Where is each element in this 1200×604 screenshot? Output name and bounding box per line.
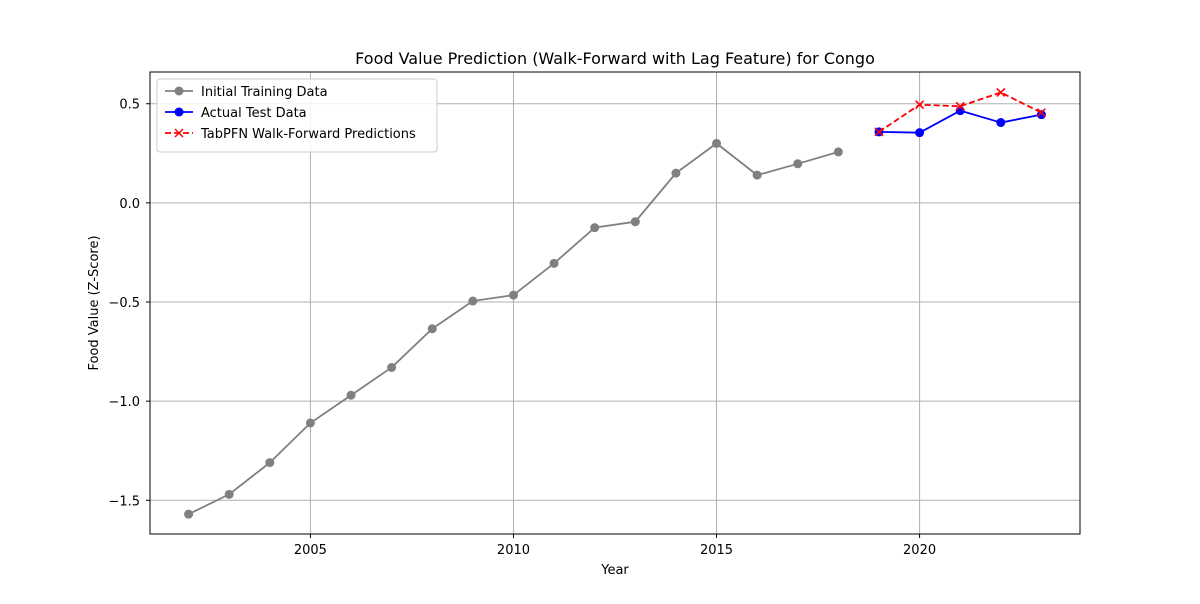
data-point [184, 509, 194, 519]
legend: Initial Training Data Actual Test Data Tab… [156, 78, 438, 153]
y-tick-label: −1.0 [108, 395, 140, 410]
data-point [224, 489, 234, 499]
x-tick-label: 2010 [497, 543, 530, 558]
x-tick-label: 2005 [294, 543, 327, 558]
axis-ticks: 2005 2010 2015 2020 −1.5 −1.0 −0.5 0.0 0.5 [108, 98, 936, 558]
legend-box [156, 78, 438, 153]
legend-marker [174, 107, 184, 117]
data-point [1036, 108, 1046, 118]
data-point [508, 290, 518, 300]
legend-marker [174, 86, 184, 96]
data-point [955, 106, 965, 116]
data-point [387, 362, 397, 372]
series-line [878, 91, 1042, 133]
data-point [996, 87, 1006, 97]
data-point [427, 324, 437, 334]
data-point [346, 390, 356, 400]
data-point [915, 128, 925, 138]
plot-frame [149, 71, 1081, 535]
data-point [793, 159, 803, 169]
y-tick-label: 0.0 [119, 197, 140, 212]
data-point [915, 100, 925, 110]
y-tick-label: −1.5 [108, 494, 140, 509]
x-axis-label: Year [600, 563, 629, 578]
series-layer [184, 87, 1046, 519]
data-point [996, 118, 1006, 128]
y-axis-label: Food Value (Z-Score) [87, 235, 102, 370]
data-point [712, 138, 722, 148]
legend-label: TabPFN Walk-Forward Predictions [200, 127, 416, 142]
x-tick-label: 2020 [903, 543, 936, 558]
y-tick-label: 0.5 [119, 98, 140, 113]
legend-item: Initial Training Data [165, 85, 328, 100]
data-point [955, 101, 965, 111]
data-point [671, 168, 681, 178]
data-point [265, 458, 275, 468]
series-initial-training-data [184, 138, 843, 519]
legend-label: Actual Test Data [201, 106, 307, 121]
legend-item: Actual Test Data [165, 106, 307, 121]
legend-label: Initial Training Data [201, 85, 328, 100]
data-point [305, 418, 315, 428]
data-point [590, 223, 600, 233]
legend-item: TabPFN Walk-Forward Predictions [165, 127, 416, 142]
data-point [468, 296, 478, 306]
data-point [874, 127, 884, 137]
series-tabpfn-walk-forward-predictions [874, 87, 1046, 137]
data-point [833, 147, 843, 157]
x-tick-label: 2015 [700, 543, 733, 558]
data-point [630, 217, 640, 227]
chart-title: Food Value Prediction (Walk-Forward with… [355, 49, 875, 68]
data-point [752, 170, 762, 180]
legend-marker [174, 128, 184, 138]
data-point [549, 258, 559, 268]
y-tick-label: −0.5 [108, 296, 140, 311]
